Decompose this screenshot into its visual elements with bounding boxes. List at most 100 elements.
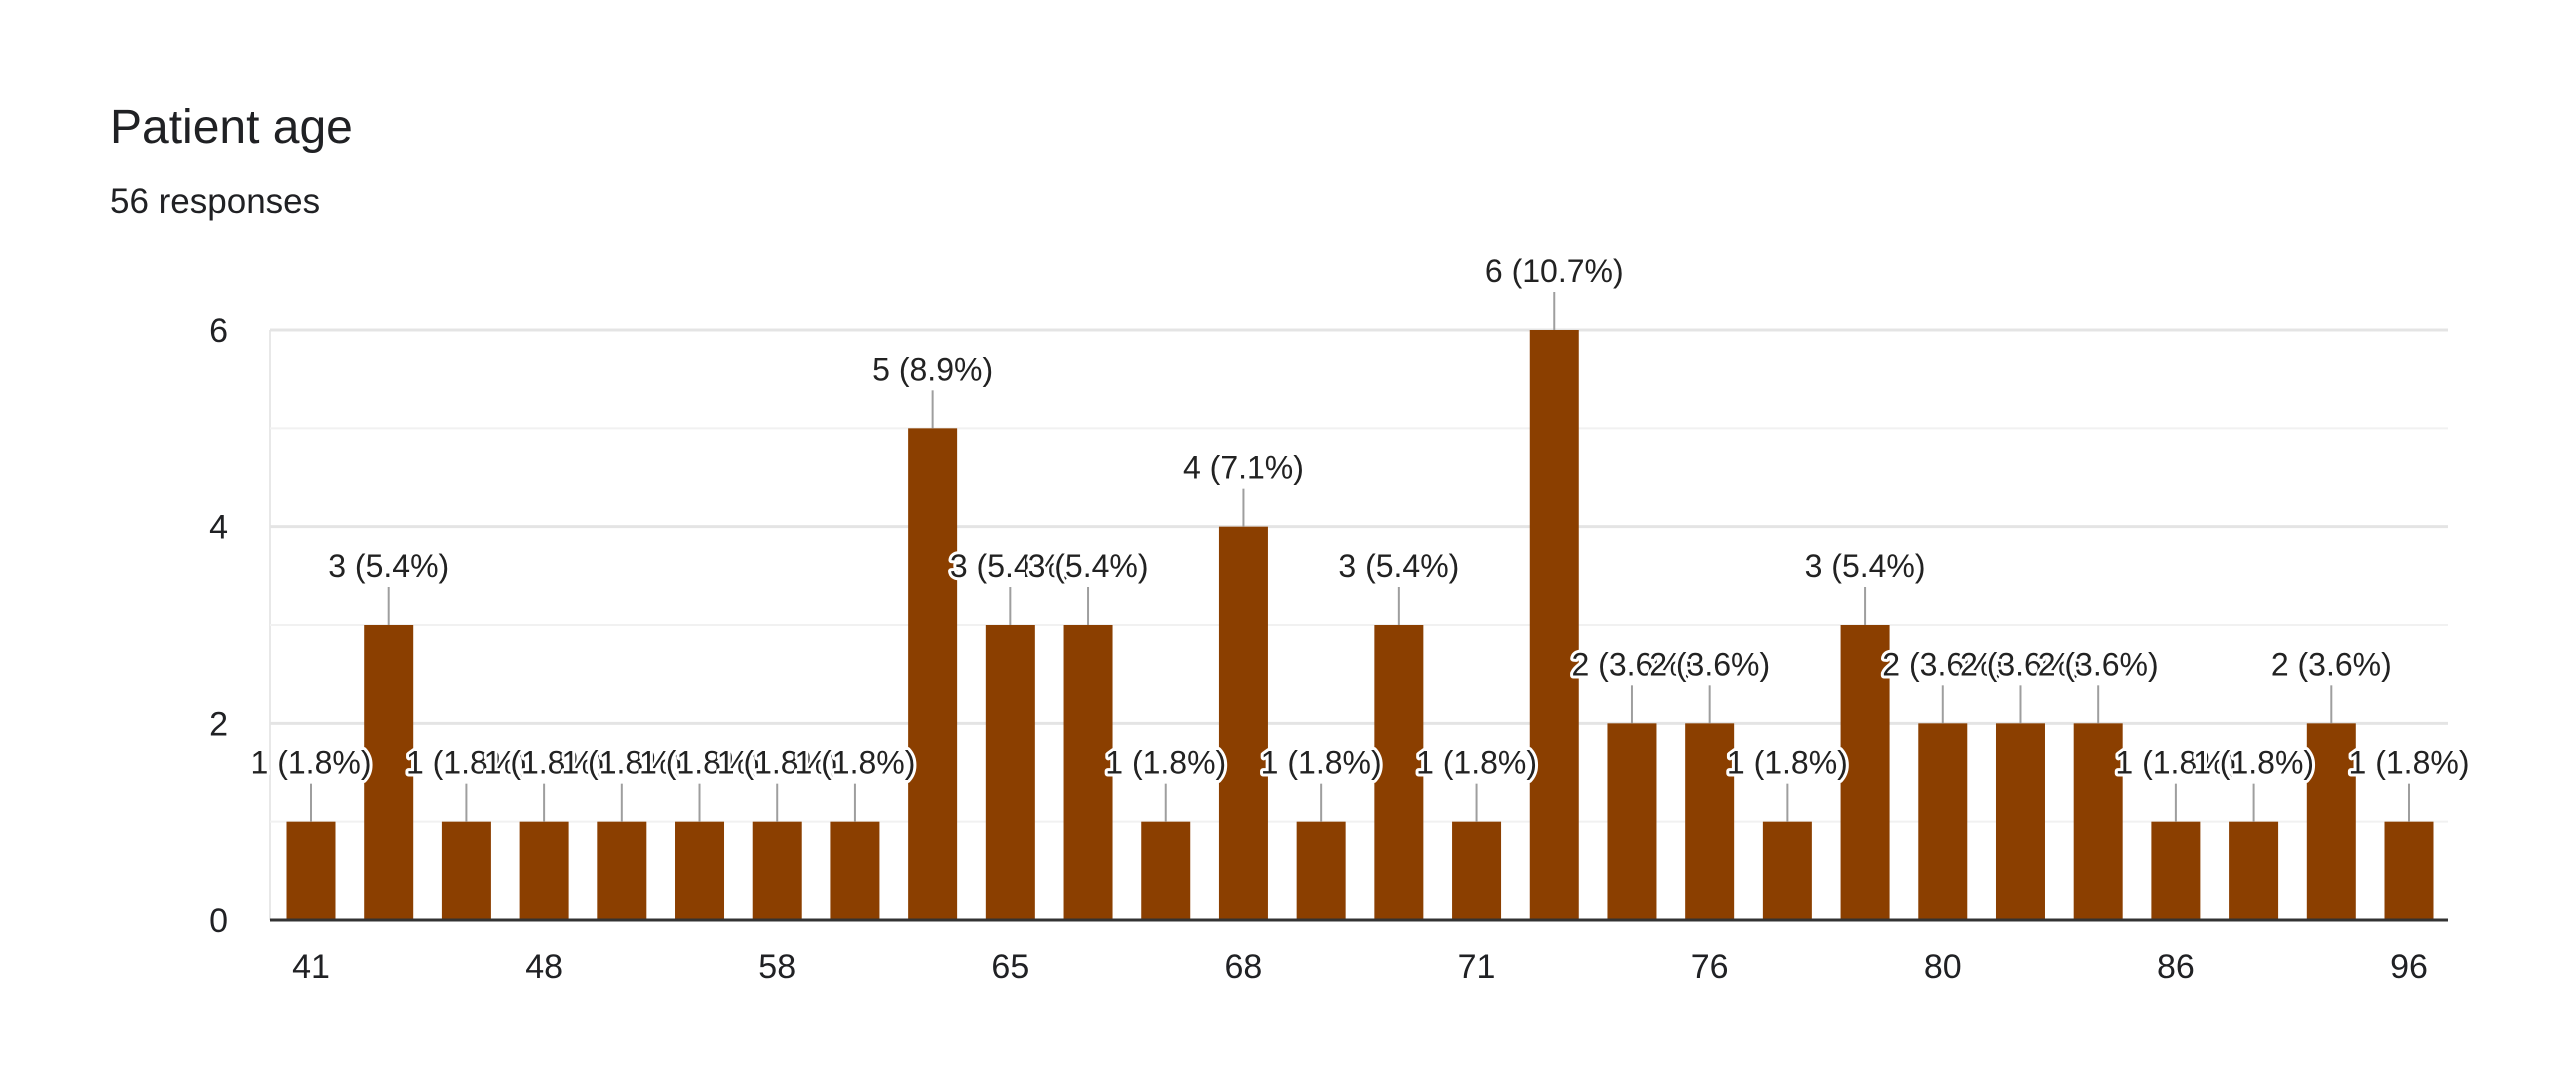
- data-label: 1 (1.8%): [2112, 742, 2239, 822]
- x-tick-label: 71: [1458, 948, 1496, 986]
- x-tick-label: 65: [991, 948, 1029, 986]
- data-label: 1 (1.8%): [2190, 742, 2317, 822]
- data-label-text: 4 (7.1%): [1183, 450, 1304, 486]
- y-tick-label: 4: [209, 509, 228, 547]
- x-tick-label: 58: [758, 948, 796, 986]
- data-label: 2 (3.6%): [2268, 643, 2395, 724]
- data-label-text: 2 (3.6%): [1882, 646, 2003, 682]
- chart-title: Patient age: [110, 101, 353, 154]
- data-label: 1 (1.8%): [1724, 742, 1851, 822]
- data-label: 1 (1.8%): [1102, 742, 1229, 822]
- x-tick-label: 48: [525, 948, 563, 986]
- data-label-text: 2 (3.6%): [1571, 646, 1692, 682]
- data-label: 2 (3.6%): [2035, 643, 2162, 724]
- bar: [1141, 821, 1191, 920]
- y-tick-label: 0: [209, 902, 228, 940]
- bar: [441, 821, 491, 920]
- data-label-text: 1 (1.8%): [1105, 745, 1226, 781]
- response-count: 56 responses: [110, 182, 321, 221]
- bar: [2073, 723, 2123, 920]
- x-tick-label: 68: [1225, 948, 1263, 986]
- data-label-text: 1 (1.8%): [1727, 745, 1848, 781]
- data-label-text: 1 (1.8%): [406, 745, 527, 781]
- data-label-text: 1 (1.8%): [2115, 745, 2236, 781]
- bar: [1840, 625, 1890, 920]
- data-label-text: 1 (1.8%): [717, 745, 838, 781]
- data-label: 1 (1.8%): [714, 742, 841, 822]
- bar: [675, 821, 725, 920]
- data-label-text: 1 (1.8%): [561, 745, 682, 781]
- data-label: 1 (1.8%): [636, 742, 763, 822]
- data-label: 1 (1.8%): [558, 742, 685, 822]
- bar: [2151, 821, 2201, 920]
- x-tick-label: 86: [2157, 948, 2195, 986]
- x-axis-ticks: 41 48 58 65 68 71 76 80 86 96: [292, 948, 2428, 986]
- data-label-text: 1 (1.8%): [1416, 745, 1537, 781]
- data-label: 2 (3.6%): [1879, 643, 2006, 724]
- bar: [2229, 821, 2279, 920]
- data-label-text: 3 (5.4%): [950, 548, 1071, 584]
- data-label-text: 5 (8.9%): [872, 351, 993, 387]
- y-axis-ticks: 0 2 4 6: [209, 312, 228, 940]
- data-label: 2 (3.6%): [1957, 643, 2084, 724]
- data-label-text: 3 (5.4%): [328, 548, 449, 584]
- bar: [1296, 821, 1346, 920]
- bars: [286, 330, 2434, 920]
- bar: [1374, 625, 1424, 920]
- bar: [1685, 723, 1735, 920]
- data-label-text: 1 (1.8%): [2349, 745, 2470, 781]
- y-tick-label: 6: [209, 312, 228, 350]
- data-label-text: 2 (3.6%): [1649, 646, 1770, 682]
- data-label-text: 1 (1.8%): [251, 745, 372, 781]
- data-label-text: 1 (1.8%): [1261, 745, 1382, 781]
- bar: [985, 625, 1035, 920]
- bar: [2306, 723, 2356, 920]
- data-label: 1 (1.8%): [481, 742, 608, 822]
- data-label: 1 (1.8%): [403, 742, 530, 822]
- bar: [1607, 723, 1657, 920]
- data-label-text: 1 (1.8%): [639, 745, 760, 781]
- data-label: 1 (1.8%): [1413, 742, 1540, 822]
- bar: [1218, 526, 1268, 920]
- data-label: 3 (5.4%): [1335, 545, 1462, 625]
- data-label-text: 2 (3.6%): [1960, 646, 2081, 682]
- data-label: 4 (7.1%): [1180, 447, 1307, 527]
- bar: [597, 821, 647, 920]
- bar: [1452, 821, 1502, 920]
- data-label: 2 (3.6%): [1646, 643, 1773, 724]
- bar: [286, 821, 336, 920]
- data-label: 1 (1.8%): [2346, 742, 2472, 822]
- bar: [752, 821, 802, 920]
- bar: [2384, 821, 2434, 920]
- bar: [1762, 821, 1812, 920]
- bar: [1063, 625, 1113, 920]
- x-tick-label: 80: [1924, 948, 1962, 986]
- bar: [830, 821, 880, 920]
- data-label-text: 3 (5.4%): [1805, 548, 1926, 584]
- data-label: 1 (1.8%): [791, 742, 918, 822]
- x-tick-label: 76: [1691, 948, 1729, 986]
- data-label-text: 2 (3.6%): [2271, 646, 2392, 682]
- bar: [1918, 723, 1968, 920]
- x-tick-label: 96: [2390, 948, 2428, 986]
- data-label: 5 (8.9%): [869, 348, 996, 429]
- data-label: 3 (5.4%): [1802, 545, 1929, 625]
- data-label-text: 1 (1.8%): [2193, 745, 2314, 781]
- bar: [908, 428, 958, 920]
- bar: [1995, 723, 2045, 920]
- data-label-text: 1 (1.8%): [794, 745, 915, 781]
- data-label-text: 1 (1.8%): [484, 745, 605, 781]
- data-labels: 1 (1.8%)3 (5.4%)1 (1.8%)1 (1.8%)1 (1.8%)…: [248, 250, 2472, 822]
- data-label: 3 (5.4%): [947, 545, 1074, 625]
- data-label-text: 3 (5.4%): [1028, 548, 1149, 584]
- data-label: 3 (5.4%): [1025, 545, 1152, 625]
- data-label: 2 (3.6%): [1568, 643, 1695, 724]
- y-tick-label: 2: [209, 705, 228, 743]
- x-tick-label: 41: [292, 948, 330, 986]
- data-label-text: 3 (5.4%): [1338, 548, 1459, 584]
- data-label: 1 (1.8%): [248, 742, 374, 822]
- bar: [1529, 330, 1579, 920]
- bar: [519, 821, 569, 920]
- data-label: 1 (1.8%): [1258, 742, 1385, 822]
